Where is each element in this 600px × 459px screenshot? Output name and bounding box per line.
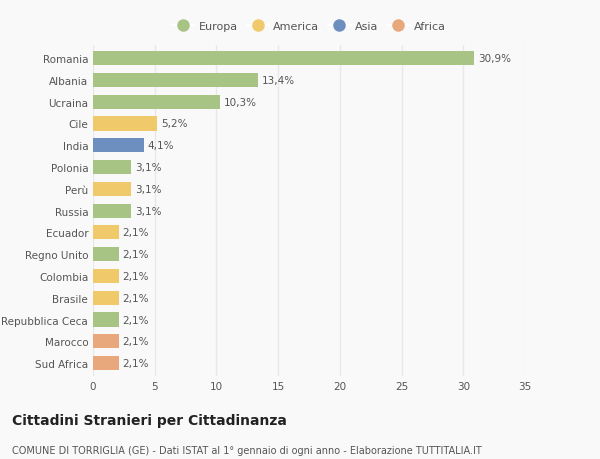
Bar [93, 269, 119, 284]
Bar [93, 117, 157, 131]
Text: Cittadini Stranieri per Cittadinanza: Cittadini Stranieri per Cittadinanza [12, 413, 287, 427]
Bar [93, 52, 475, 66]
Text: 10,3%: 10,3% [224, 97, 257, 107]
Text: 30,9%: 30,9% [478, 54, 511, 64]
Text: 3,1%: 3,1% [135, 162, 161, 173]
Text: COMUNE DI TORRIGLIA (GE) - Dati ISTAT al 1° gennaio di ogni anno - Elaborazione : COMUNE DI TORRIGLIA (GE) - Dati ISTAT al… [12, 445, 482, 455]
Text: 2,1%: 2,1% [122, 336, 149, 347]
Bar [93, 335, 119, 349]
Bar [93, 95, 220, 110]
Bar [93, 204, 131, 218]
Text: 2,1%: 2,1% [122, 293, 149, 303]
Bar [93, 356, 119, 370]
Bar [93, 161, 131, 175]
Text: 2,1%: 2,1% [122, 271, 149, 281]
Text: 5,2%: 5,2% [161, 119, 187, 129]
Legend: Europa, America, Asia, Africa: Europa, America, Asia, Africa [170, 19, 448, 34]
Text: 3,1%: 3,1% [135, 185, 161, 195]
Text: 2,1%: 2,1% [122, 228, 149, 238]
Bar [93, 182, 131, 196]
Text: 3,1%: 3,1% [135, 206, 161, 216]
Bar [93, 247, 119, 262]
Text: 2,1%: 2,1% [122, 358, 149, 368]
Text: 2,1%: 2,1% [122, 315, 149, 325]
Bar [93, 139, 143, 153]
Bar [93, 291, 119, 305]
Text: 4,1%: 4,1% [148, 141, 174, 151]
Text: 13,4%: 13,4% [262, 76, 295, 86]
Bar [93, 73, 259, 88]
Bar [93, 313, 119, 327]
Text: 2,1%: 2,1% [122, 250, 149, 260]
Bar [93, 226, 119, 240]
